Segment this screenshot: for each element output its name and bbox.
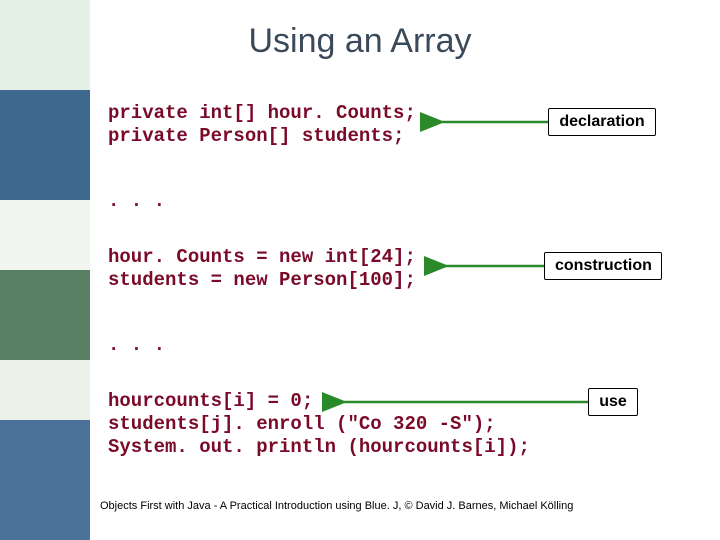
arrows [0,0,720,540]
footer-text: Objects First with Java - A Practical In… [100,500,573,512]
